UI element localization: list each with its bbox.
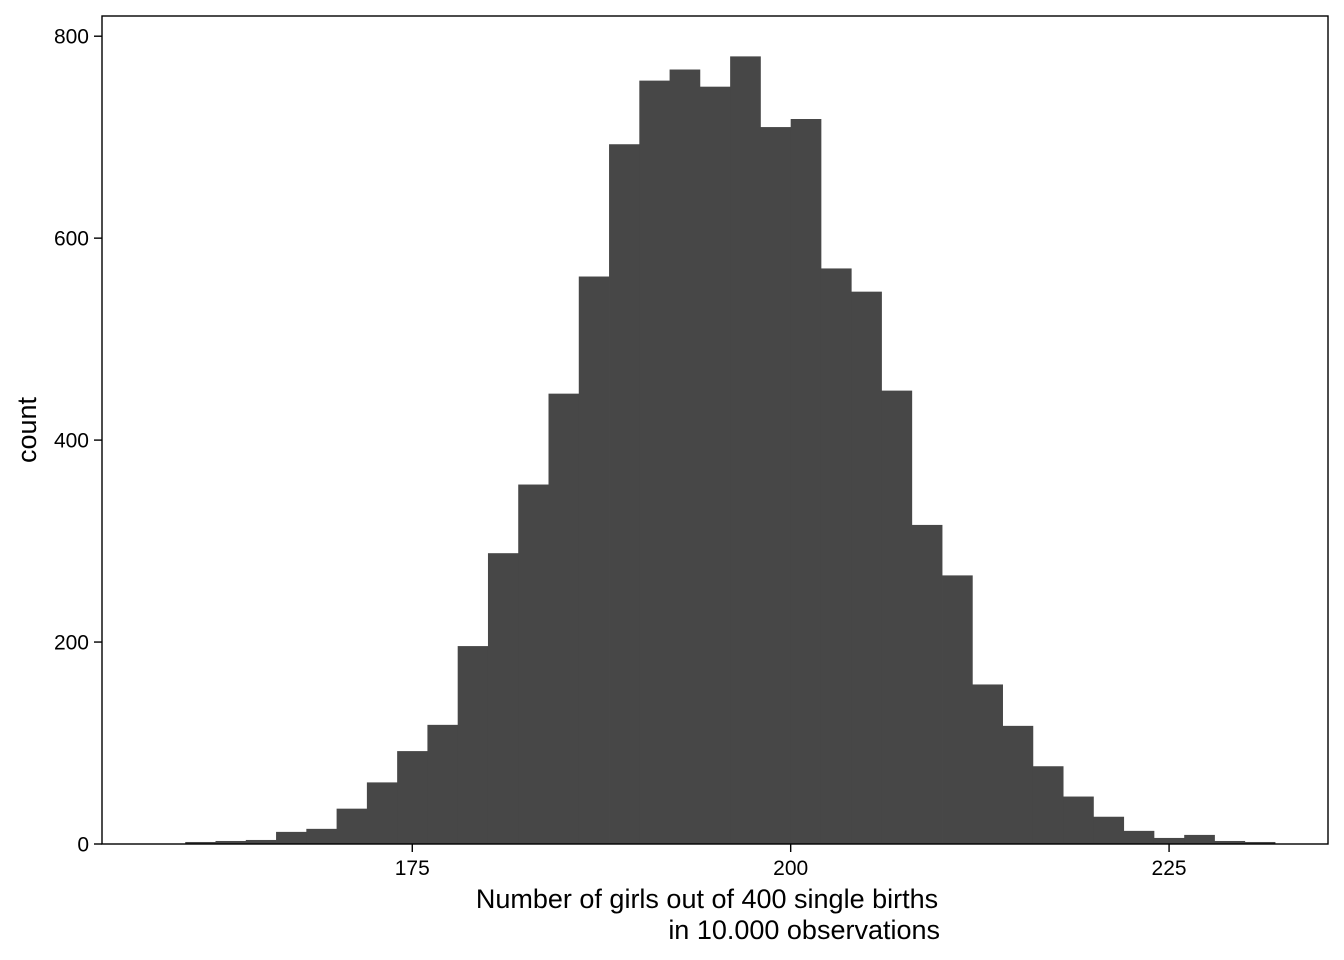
- histogram-bar: [942, 575, 973, 844]
- histogram-bar: [518, 484, 549, 844]
- histogram-bar: [548, 393, 580, 844]
- plot-panel-border: [101, 15, 1329, 845]
- x-axis-title-line-1: Number of girls out of 400 single births: [476, 884, 938, 914]
- histogram-bar: [306, 828, 337, 844]
- y-tick-label: 400: [54, 430, 89, 453]
- histogram-bar: [820, 268, 852, 844]
- histogram-bar: [427, 724, 459, 844]
- histogram-bar: [609, 144, 640, 845]
- histogram-bar: [578, 276, 610, 844]
- x-tick-label: 200: [773, 857, 808, 880]
- histogram-bar: [1214, 840, 1246, 844]
- histogram-bar: [639, 80, 670, 845]
- histogram-bar: [1093, 816, 1125, 844]
- histogram-bar: [397, 751, 428, 844]
- y-tick-label: 600: [54, 228, 89, 251]
- histogram-bars: [185, 56, 1276, 845]
- y-axis: 0 200 400 600 800: [54, 26, 102, 857]
- histogram-bar: [972, 684, 1003, 844]
- histogram-bar: [851, 291, 882, 844]
- histogram-bar: [881, 390, 913, 844]
- histogram-bar: [1244, 841, 1276, 844]
- y-tick-label: 800: [54, 26, 89, 49]
- x-axis-title-line-2: in 10.000 observations: [668, 915, 940, 945]
- histogram-bar: [215, 840, 247, 844]
- histogram-bar: [1063, 796, 1094, 844]
- histogram-bar: [1123, 830, 1155, 844]
- histogram-bar: [1002, 725, 1034, 844]
- histogram-bar: [366, 782, 398, 844]
- histogram-bar: [790, 119, 822, 844]
- histogram-bar: [911, 524, 943, 844]
- histogram-bar: [487, 553, 519, 844]
- y-axis-title: count: [12, 396, 42, 463]
- histogram-bar: [457, 646, 489, 844]
- y-tick-label: 0: [77, 834, 89, 857]
- x-axis: 175 200 225: [395, 844, 1187, 880]
- histogram-bar: [1184, 834, 1215, 844]
- histogram-bar: [760, 127, 792, 844]
- x-tick-label: 175: [395, 857, 430, 880]
- histogram-bar: [669, 69, 701, 844]
- y-tick-label: 200: [54, 632, 89, 655]
- histogram-bar: [245, 839, 277, 844]
- histogram-bar: [1032, 766, 1064, 844]
- x-tick-label: 225: [1152, 857, 1187, 880]
- histogram-bar: [699, 86, 731, 845]
- histogram-bar: [276, 831, 307, 844]
- histogram-bar: [730, 56, 761, 844]
- histogram-bar: [185, 841, 216, 844]
- histogram-bar: [1153, 837, 1185, 844]
- histogram-bar: [336, 808, 368, 844]
